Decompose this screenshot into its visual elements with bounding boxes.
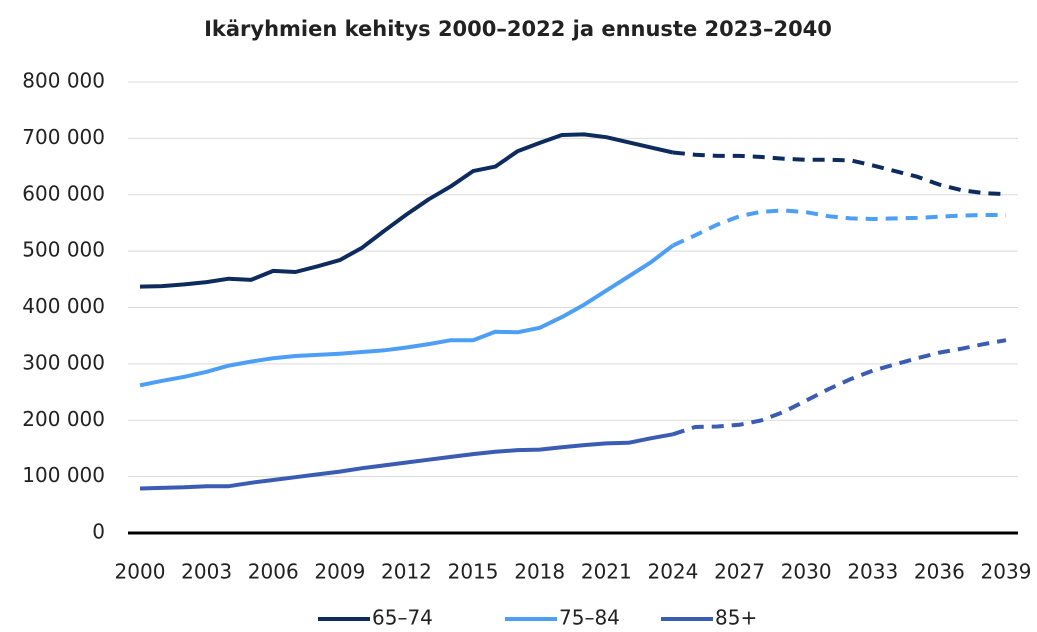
x-tick-label: 2015 <box>448 560 499 584</box>
legend-label: 85+ <box>715 606 757 630</box>
x-tick-label: 2000 <box>115 560 166 584</box>
x-tick-label: 2024 <box>647 560 698 584</box>
x-tick-label: 2039 <box>981 560 1032 584</box>
y-tick-label: 600 000 <box>22 181 105 205</box>
legend-label: 75–84 <box>559 606 620 630</box>
x-tick-label: 2030 <box>781 560 832 584</box>
x-tick-label: 2006 <box>248 560 299 584</box>
x-tick-label: 2036 <box>914 560 965 584</box>
x-tick-label: 2027 <box>714 560 765 584</box>
series-line <box>139 132 674 289</box>
chart-title: Ikäryhmien kehitys 2000–2022 ja ennuste … <box>204 17 832 41</box>
y-tick-label: 200 000 <box>22 407 105 431</box>
forecast-line <box>672 208 1006 248</box>
x-tick-label: 2021 <box>581 560 632 584</box>
legend-label: 65–74 <box>372 606 433 630</box>
y-tick-label: 300 000 <box>22 350 105 374</box>
y-tick-label: 500 000 <box>22 238 105 262</box>
x-tick-label: 2009 <box>314 560 365 584</box>
y-tick-label: 400 000 <box>22 294 105 318</box>
x-tick-label: 2012 <box>381 560 432 584</box>
y-tick-label: 800 000 <box>22 69 105 93</box>
y-tick-label: 0 <box>92 520 105 544</box>
series-line <box>139 243 675 388</box>
forecast-line <box>672 150 1007 197</box>
series-line <box>139 432 674 491</box>
x-tick-label: 2018 <box>514 560 565 584</box>
y-tick-label: 100 000 <box>22 463 105 487</box>
y-tick-label: 700 000 <box>22 125 105 149</box>
x-tick-label: 2033 <box>847 560 898 584</box>
x-tick-label: 2003 <box>181 560 232 584</box>
